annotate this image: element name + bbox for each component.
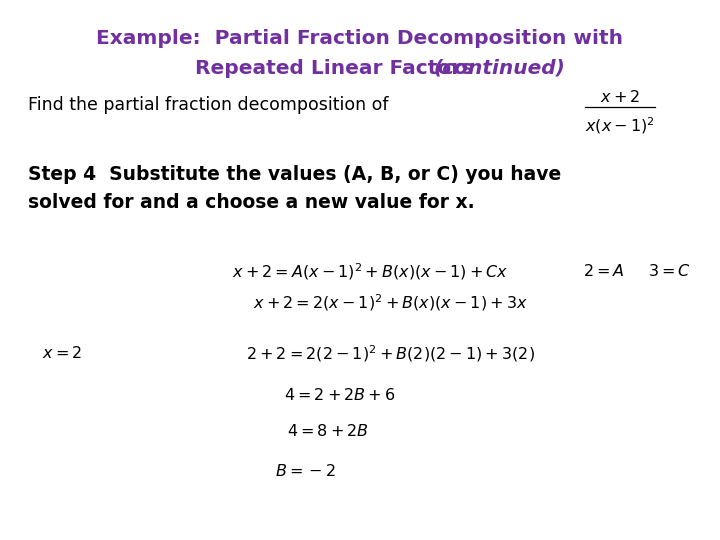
Text: $x = 2$: $x = 2$ <box>42 346 82 362</box>
Text: (continued): (continued) <box>433 58 565 78</box>
Text: $x + 2 = A(x-1)^{2} + B(x)(x-1) + Cx$: $x + 2 = A(x-1)^{2} + B(x)(x-1) + Cx$ <box>232 262 508 282</box>
Text: $3 = C$: $3 = C$ <box>648 264 691 280</box>
Text: Example:  Partial Fraction Decomposition with: Example: Partial Fraction Decomposition … <box>96 29 624 48</box>
Text: $2 + 2 = 2(2-1)^{2} + B(2)(2-1) + 3(2)$: $2 + 2 = 2(2-1)^{2} + B(2)(2-1) + 3(2)$ <box>246 343 534 364</box>
Text: $4 = 2 + 2B + 6$: $4 = 2 + 2B + 6$ <box>284 388 396 404</box>
Text: Step 4  Substitute the values (A, B, or C) you have: Step 4 Substitute the values (A, B, or C… <box>28 165 562 185</box>
Text: Find the partial fraction decomposition of: Find the partial fraction decomposition … <box>28 96 389 114</box>
Text: $x(x-1)^2$: $x(x-1)^2$ <box>585 116 655 137</box>
Text: $2 = A$: $2 = A$ <box>583 264 625 280</box>
Text: $B = -2$: $B = -2$ <box>274 463 336 481</box>
Text: $x + 2$: $x + 2$ <box>600 89 640 105</box>
Text: $x + 2 = 2(x-1)^{2} + B(x)(x-1) + 3x$: $x + 2 = 2(x-1)^{2} + B(x)(x-1) + 3x$ <box>253 293 528 313</box>
Text: $4 = 8 + 2B$: $4 = 8 + 2B$ <box>287 423 369 441</box>
Text: Repeated Linear Factors: Repeated Linear Factors <box>195 58 494 78</box>
Text: solved for and a choose a new value for x.: solved for and a choose a new value for … <box>28 192 474 212</box>
